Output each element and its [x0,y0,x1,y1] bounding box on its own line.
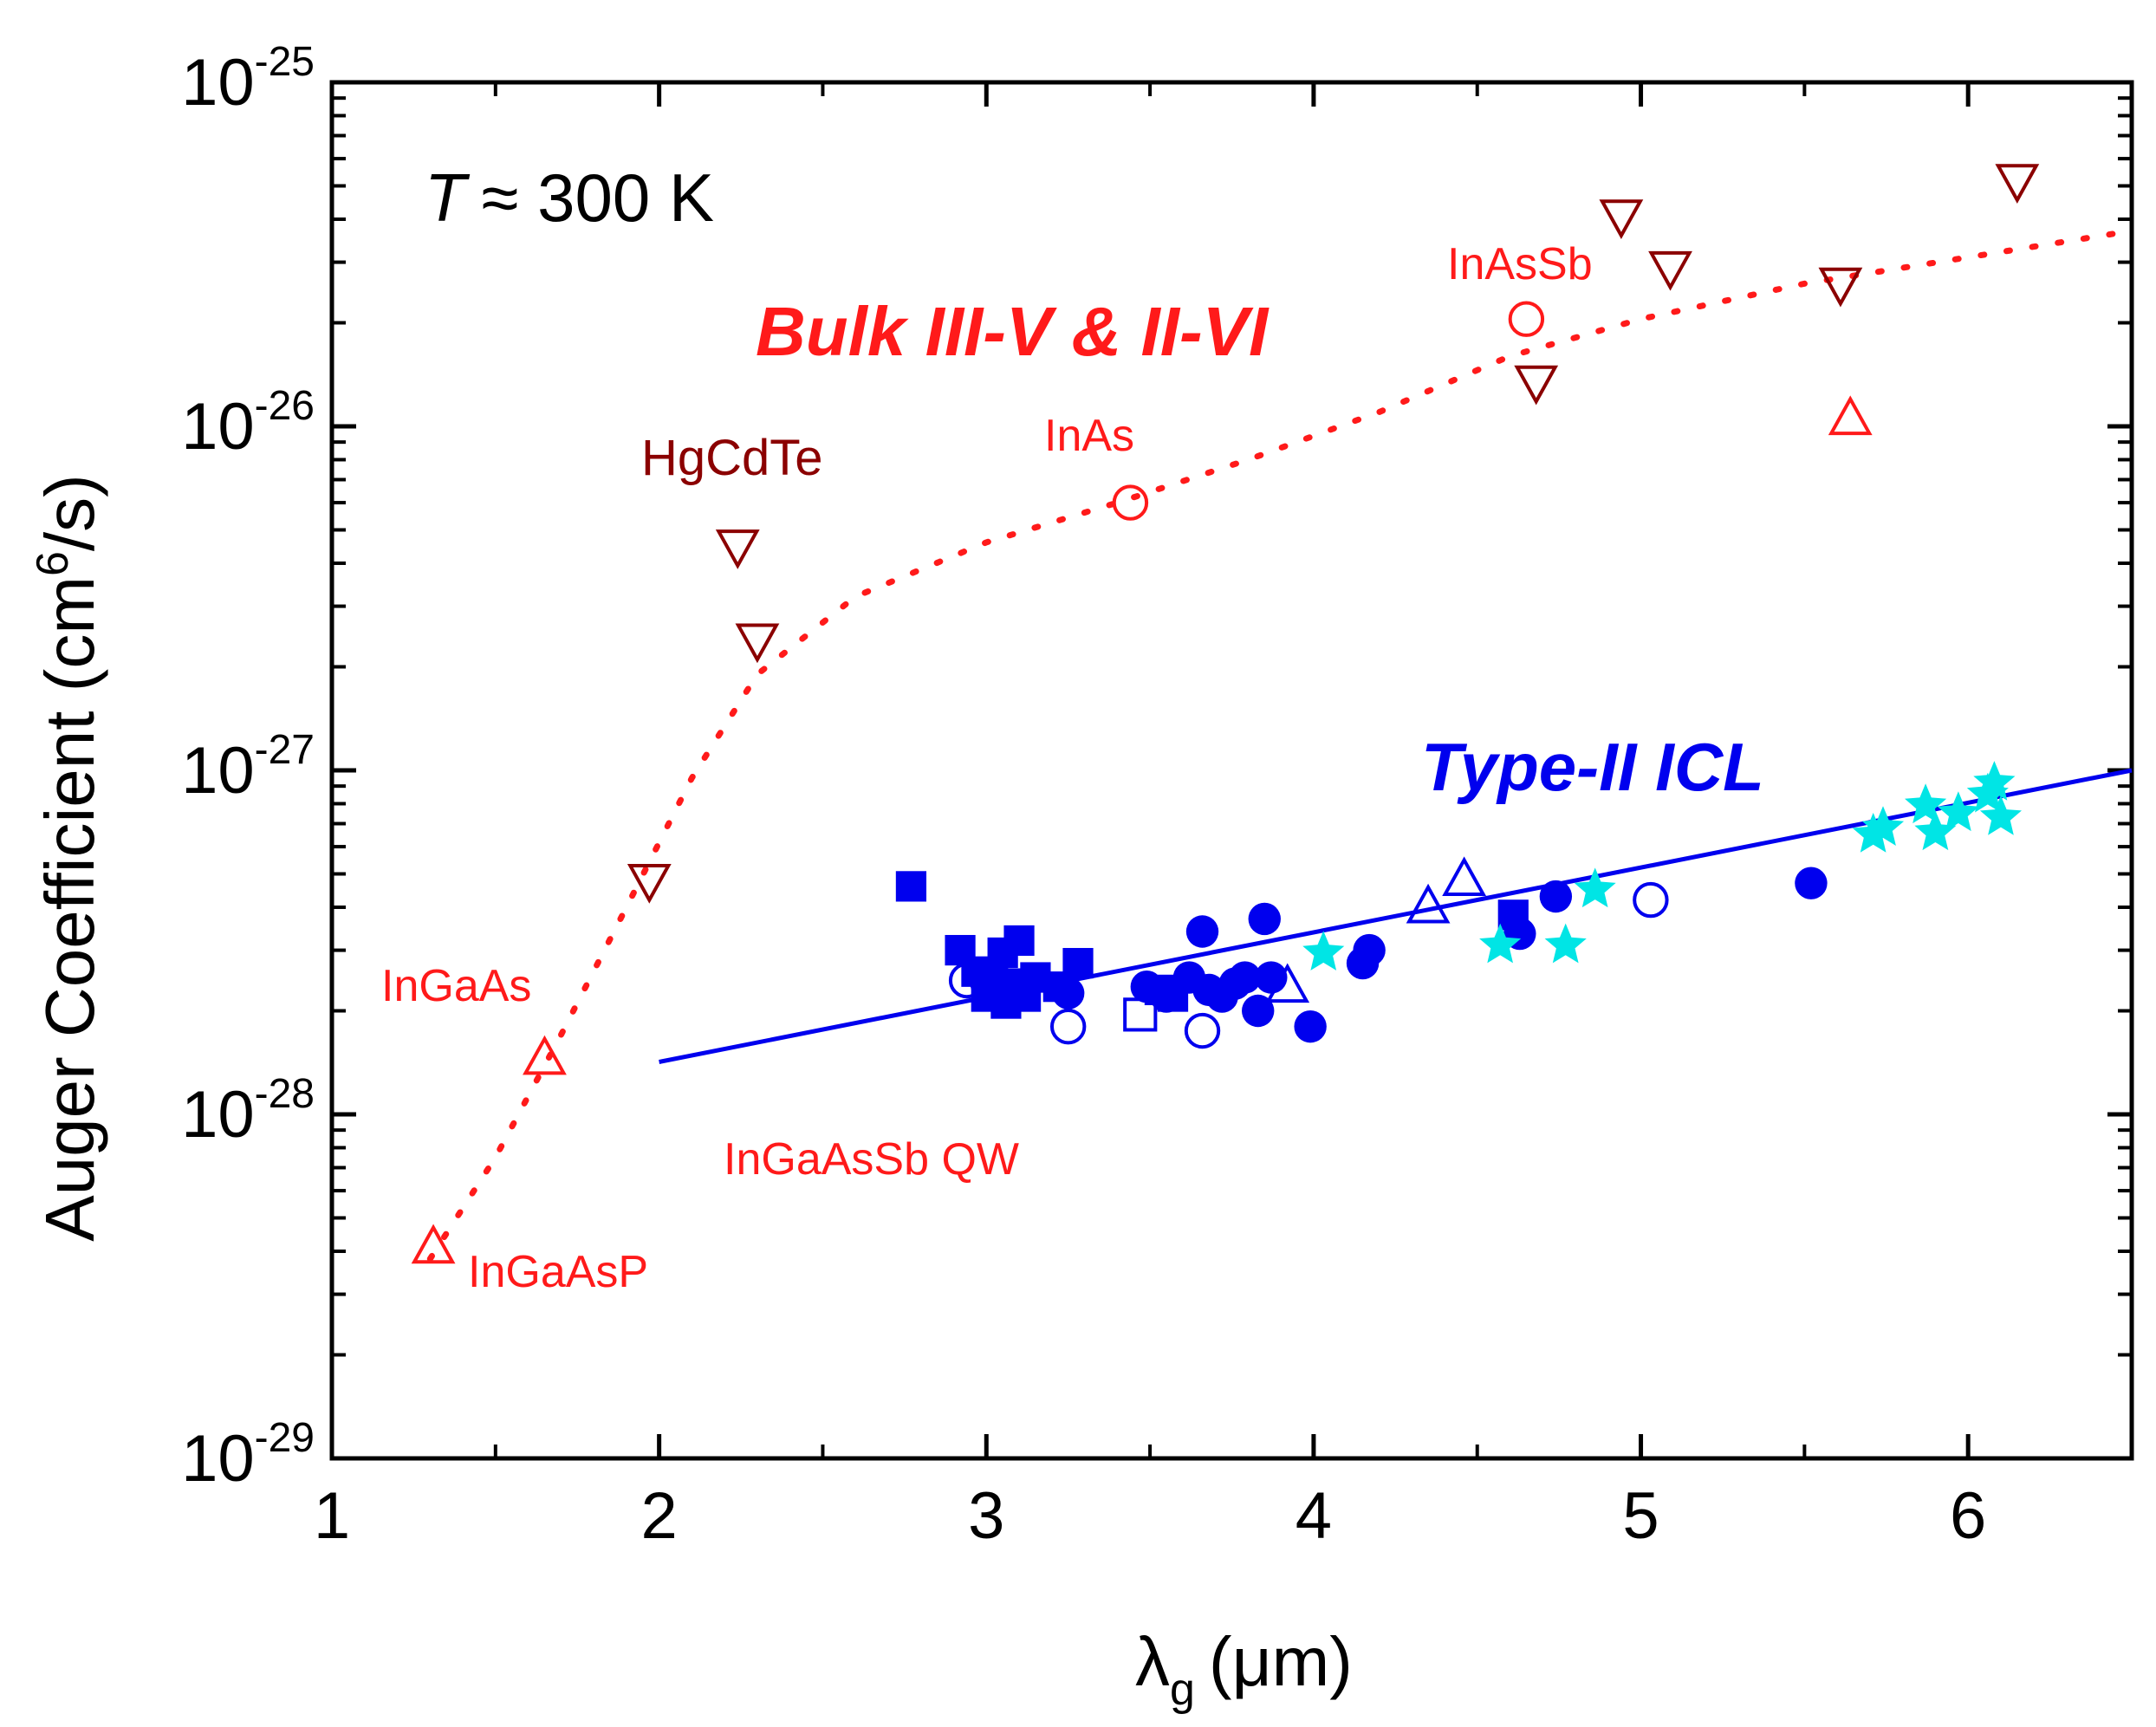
marker-star [1302,931,1345,971]
annotation-icl: Type-II ICL [1421,729,1764,805]
marker-triangle-up [1828,395,1873,436]
x-axis-label: λg (μm) [1135,1623,1353,1715]
y-axis-label-sup: 6 [28,551,78,576]
y-tick-base: 10 [181,46,255,120]
marker-circle-open [1049,1008,1087,1045]
marker-triangle-up [411,1224,456,1264]
marker-triangle-up [1406,883,1451,924]
marker-star [1574,867,1616,908]
y-axis-label: Auger Coefficient (cm6/s) [28,474,108,1242]
x-tick-label: 4 [1296,1479,1332,1553]
marker-star [1973,761,2016,801]
marker-triangle-up [1442,856,1487,897]
marker-circle-filled [1539,880,1573,913]
marker-circle-filled [1185,915,1219,948]
y-axis-label-main: Auger Coefficient (cm [31,576,108,1242]
marker-circle-filled [1795,867,1828,899]
y-tick-base: 10 [181,1422,255,1496]
marker-square-open [1123,997,1158,1032]
marker-circle-open [1633,881,1669,919]
x-axis-label-main: λ [1135,1623,1170,1700]
x-tick-label: 1 [314,1479,350,1553]
marker-star [1861,806,1905,846]
marker-circle-filled [1255,961,1288,994]
y-tick-label: 10-25 [181,39,315,120]
annotation-bulk: Bulk III-V & II-VI [756,293,1270,370]
annotation-inassb: InAsSb [1447,239,1593,289]
marker-circle-filled [1353,933,1386,967]
marker-star [1979,795,2022,835]
x-tick-label: 5 [1622,1479,1659,1553]
marker-circle-open [1508,301,1545,337]
fit-lines [426,227,2135,1263]
marker-triangle-down [1818,267,1863,308]
marker-square-filled [1003,925,1035,957]
marker-square-filled [1062,947,1094,979]
annotation-inas: InAs [1044,411,1134,461]
temperature-value: ≈ 300 K [482,159,714,236]
marker-triangle-down [1514,365,1559,406]
marker-circle-filled [1228,961,1262,994]
x-axis-label-unit: (μm) [1209,1623,1353,1700]
annotation-ingaassb-qw: InGaAsSb QW [724,1134,1019,1185]
y-tick-label: 10-28 [181,1071,315,1152]
marker-circle-open [1184,1012,1221,1049]
marker-circle-filled [1248,902,1281,936]
marker-circle-filled [1051,977,1085,1010]
annotation-ingaas: InGaAs [381,961,531,1011]
x-tick-label: 2 [640,1479,677,1553]
marker-triangle-up [1265,963,1310,1003]
x-axis-label-sub: g [1170,1665,1195,1715]
marker-star [1905,783,1947,824]
marker-triangle-down [1648,250,1692,291]
y-tick-exponent: -28 [255,1071,315,1117]
x-tick-label: 6 [1950,1479,1986,1553]
annotation-hgcdte: HgCdTe [641,430,823,486]
marker-triangle-up [523,1035,567,1075]
marker-square-filled [895,871,927,902]
marker-circle-filled [1294,1010,1327,1043]
temperature-symbol: T [425,159,471,236]
temperature-label: T ≈ 300 K [425,159,714,236]
marker-star [1852,813,1894,853]
x-tick-label: 3 [968,1479,1004,1553]
y-tick-exponent: -29 [255,1415,315,1461]
y-tick-base: 10 [181,734,255,808]
marker-circle-open [1112,484,1149,521]
bulk-trend-line [426,227,2135,1263]
marker-triangle-down [627,864,672,904]
y-tick-label: 10-27 [181,727,315,808]
marker-circle-filled [1150,980,1183,1013]
marker-triangle-down [1995,164,2040,204]
y-tick-base: 10 [181,1078,255,1152]
icl-fit-line [659,768,2133,1064]
marker-triangle-down [715,529,760,569]
marker-star [1914,810,1957,851]
marker-triangle-down [1599,199,1644,239]
marker-star [1544,923,1587,964]
y-tick-label: 10-26 [181,383,315,464]
annotation-ingaasp: InGaAsP [468,1247,648,1297]
marker-star [1937,791,1979,832]
y-tick-exponent: -26 [255,383,315,429]
marker-circle-open [948,962,985,999]
marker-triangle-down [735,623,780,664]
x-tick-labels: 1 2 3 4 5 6 [314,1479,1986,1553]
y-axis-label-tail: /s) [31,474,108,551]
y-tick-base: 10 [181,390,255,464]
y-tick-exponent: -25 [255,39,315,85]
y-tick-label: 10-29 [181,1415,315,1496]
marker-star [1479,923,1522,964]
y-tick-exponent: -27 [255,727,315,773]
data-markers [411,164,2040,1264]
